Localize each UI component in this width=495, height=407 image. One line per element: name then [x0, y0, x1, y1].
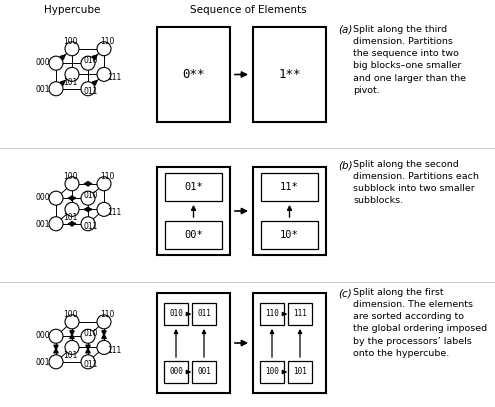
Text: 000: 000	[36, 331, 50, 340]
Circle shape	[65, 177, 79, 191]
Text: 000: 000	[36, 193, 50, 201]
Text: 011: 011	[197, 309, 211, 319]
Circle shape	[81, 329, 95, 343]
Circle shape	[49, 56, 63, 70]
Text: 111: 111	[107, 208, 121, 217]
Text: 011: 011	[84, 222, 98, 231]
Bar	[165, 173, 222, 201]
Text: (a): (a)	[338, 25, 352, 35]
Text: 011: 011	[84, 87, 98, 96]
Text: 010: 010	[84, 329, 98, 338]
Bar	[253, 167, 326, 255]
Circle shape	[49, 329, 63, 343]
Text: 1**: 1**	[278, 68, 301, 81]
Text: 001: 001	[36, 358, 50, 368]
Text: Hypercube: Hypercube	[44, 5, 100, 15]
Circle shape	[49, 191, 63, 205]
Text: 110: 110	[100, 37, 114, 46]
Circle shape	[97, 340, 111, 354]
Text: 111: 111	[293, 309, 307, 319]
Circle shape	[97, 177, 111, 191]
Text: 11*: 11*	[280, 182, 299, 192]
Text: 000: 000	[169, 368, 183, 376]
Circle shape	[65, 315, 79, 329]
Text: Split along the first
dimension. The elements
are sorted according to
the global: Split along the first dimension. The ele…	[353, 288, 487, 358]
Text: Split along the second
dimension. Partitions each
subblock into two smaller
subb: Split along the second dimension. Partit…	[353, 160, 479, 206]
Circle shape	[81, 82, 95, 96]
Circle shape	[97, 202, 111, 217]
Circle shape	[97, 42, 111, 56]
Bar	[261, 173, 318, 201]
Text: 010: 010	[169, 309, 183, 319]
Text: 01*: 01*	[184, 182, 203, 192]
Text: 001: 001	[36, 85, 50, 94]
Circle shape	[49, 355, 63, 369]
Text: 010: 010	[84, 190, 98, 200]
Text: 110: 110	[265, 309, 279, 319]
Circle shape	[81, 56, 95, 70]
Text: 110: 110	[100, 172, 114, 181]
Text: 100: 100	[63, 172, 77, 181]
Bar	[288, 303, 312, 325]
Text: (c): (c)	[338, 288, 352, 298]
Text: Split along the third
dimension. Partitions
the sequence into two
big blocks–one: Split along the third dimension. Partiti…	[353, 25, 466, 95]
Circle shape	[65, 68, 79, 81]
Circle shape	[65, 202, 79, 217]
Bar	[164, 361, 188, 383]
Bar	[192, 361, 216, 383]
Text: 010: 010	[84, 56, 98, 65]
Circle shape	[65, 340, 79, 354]
Bar	[192, 303, 216, 325]
Text: 100: 100	[63, 37, 77, 46]
Text: 10*: 10*	[280, 230, 299, 240]
Text: Sequence of Elements: Sequence of Elements	[190, 5, 306, 15]
Bar	[164, 303, 188, 325]
Text: 111: 111	[107, 73, 121, 82]
Circle shape	[81, 355, 95, 369]
Text: 101: 101	[63, 78, 77, 87]
Text: 0**: 0**	[182, 68, 205, 81]
Text: 001: 001	[197, 368, 211, 376]
Text: 101: 101	[63, 213, 77, 222]
Circle shape	[97, 315, 111, 329]
Bar	[165, 221, 222, 249]
Text: 00*: 00*	[184, 230, 203, 240]
Text: (b): (b)	[338, 160, 352, 170]
Circle shape	[81, 217, 95, 231]
Bar	[253, 293, 326, 393]
Bar	[157, 293, 230, 393]
Circle shape	[97, 68, 111, 81]
Circle shape	[65, 42, 79, 56]
Text: 001: 001	[36, 220, 50, 229]
Text: 111: 111	[107, 346, 121, 355]
Bar	[260, 361, 284, 383]
Bar	[157, 167, 230, 255]
Circle shape	[49, 82, 63, 96]
Circle shape	[81, 191, 95, 205]
Text: 101: 101	[293, 368, 307, 376]
Bar	[288, 361, 312, 383]
Text: 000: 000	[36, 58, 50, 67]
Circle shape	[49, 217, 63, 231]
Text: 100: 100	[63, 311, 77, 319]
Text: 101: 101	[63, 351, 77, 360]
Text: 011: 011	[84, 360, 98, 369]
Text: 100: 100	[265, 368, 279, 376]
Text: 110: 110	[100, 311, 114, 319]
Bar	[253, 27, 326, 122]
Bar	[261, 221, 318, 249]
Bar	[260, 303, 284, 325]
Bar	[157, 27, 230, 122]
